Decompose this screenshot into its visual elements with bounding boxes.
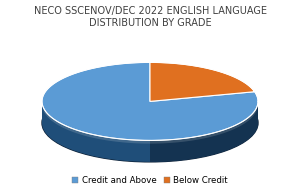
Ellipse shape (42, 84, 258, 162)
Polygon shape (150, 101, 258, 162)
Polygon shape (150, 62, 255, 101)
Polygon shape (42, 101, 258, 162)
Text: NECO SSCENOV/DEC 2022 ENGLISH LANGUAGE
DISTRIBUTION BY GRADE: NECO SSCENOV/DEC 2022 ENGLISH LANGUAGE D… (34, 6, 266, 28)
Polygon shape (42, 62, 258, 140)
Polygon shape (44, 108, 256, 144)
Legend: Credit and Above, Below Credit: Credit and Above, Below Credit (69, 173, 231, 189)
